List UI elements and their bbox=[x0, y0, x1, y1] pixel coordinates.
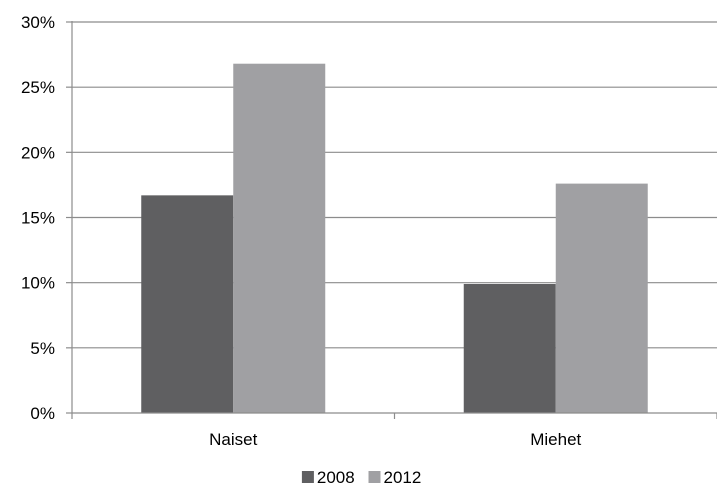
bars bbox=[141, 63, 648, 413]
bar-2008-naiset bbox=[141, 195, 234, 413]
x-category-label: Naiset bbox=[209, 430, 257, 449]
legend-swatch-2008 bbox=[301, 471, 314, 483]
legend-label: 2012 bbox=[384, 468, 422, 487]
y-tick-label: 20% bbox=[21, 143, 55, 162]
y-tick-label: 5% bbox=[30, 339, 55, 358]
y-tick-label: 25% bbox=[21, 78, 55, 97]
y-tick-label: 30% bbox=[21, 13, 55, 32]
bar-2012-miehet bbox=[555, 183, 648, 413]
axes bbox=[66, 21, 717, 419]
x-axis-category-labels: Naiset Miehet bbox=[209, 430, 581, 449]
legend-label: 2008 bbox=[317, 468, 355, 487]
legend: 2008 2012 bbox=[301, 468, 422, 487]
bar-2012-naiset bbox=[233, 63, 326, 413]
bar-2008-miehet bbox=[463, 283, 556, 413]
y-tick-label: 10% bbox=[21, 274, 55, 293]
y-tick-label: 0% bbox=[30, 404, 55, 423]
y-axis-tick-labels: 0% 5% 10% 15% 20% 25% 30% bbox=[21, 13, 55, 423]
x-category-label: Miehet bbox=[530, 430, 581, 449]
legend-swatch-2012 bbox=[368, 471, 381, 483]
y-tick-label: 15% bbox=[21, 209, 55, 228]
